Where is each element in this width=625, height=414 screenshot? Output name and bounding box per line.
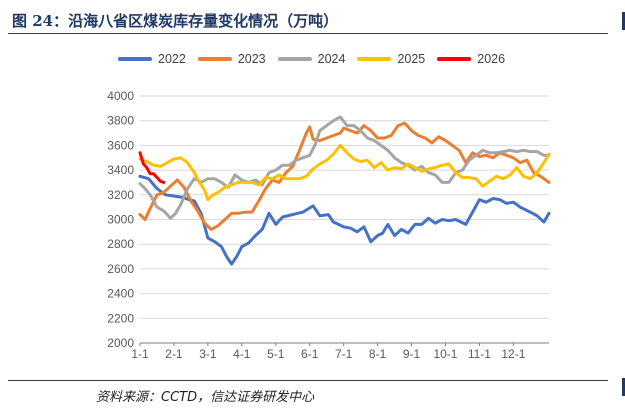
series-line-2026: [138, 151, 166, 184]
x-tick-label: 3-1: [199, 347, 217, 361]
x-tick-label: 12-1: [501, 347, 525, 361]
legend-swatch: [197, 57, 232, 61]
page-edge-marker: [622, 12, 625, 30]
y-tick-label: 3800: [107, 114, 134, 128]
y-tick-label: 3600: [107, 138, 134, 152]
legend-label: 2024: [317, 52, 346, 66]
series-line-2025: [138, 143, 551, 202]
legend-label: 2023: [237, 52, 266, 66]
legend-label: 2025: [397, 52, 426, 66]
legend-item-2026: 2026: [437, 52, 505, 66]
x-tick-label: 5-1: [267, 347, 285, 361]
y-tick-label: 2200: [107, 311, 134, 325]
x-tick-label: 6-1: [301, 347, 319, 361]
title-divider: [8, 33, 608, 34]
y-tick-label: 4000: [107, 89, 134, 103]
x-tick-label: 2-1: [165, 347, 183, 361]
series-line-2022: [138, 174, 551, 266]
x-tick-label: 8-1: [369, 347, 387, 361]
legend-swatch: [437, 57, 472, 61]
legend-item-2023: 2023: [197, 52, 266, 66]
x-tick-label: 10-1: [433, 347, 457, 361]
legend-swatch: [118, 57, 152, 61]
y-tick-label: 2400: [107, 287, 134, 301]
source-divider: [8, 380, 608, 381]
page-edge-marker-bottom: [622, 378, 625, 396]
legend-item-2022: 2022: [118, 52, 186, 66]
y-tick-label: 3200: [107, 188, 134, 202]
x-tick-label: 4-1: [233, 347, 251, 361]
legend-swatch: [357, 57, 392, 61]
legend-item-2025: 2025: [357, 52, 425, 66]
y-tick-label: 2600: [107, 262, 134, 276]
source-note: 资料来源：CCTD，信达证券研发中心: [96, 390, 315, 405]
y-tick-label: 2000: [107, 336, 134, 350]
x-tick-label: 1-1: [131, 347, 149, 361]
x-tick-label: 7-1: [335, 347, 353, 361]
x-tick-label: 9-1: [403, 347, 421, 361]
y-tick-label: 3000: [107, 213, 134, 227]
y-tick-label: 3400: [107, 163, 134, 177]
y-tick-label: 2800: [107, 237, 134, 251]
series-line-2024: [138, 115, 551, 220]
legend-swatch: [277, 57, 312, 61]
legend-label: 2026: [477, 52, 506, 66]
figure-title: 图 24：沿海八省区煤炭库存量变化情况（万吨）: [12, 12, 339, 30]
legend-item-2024: 2024: [277, 52, 346, 66]
legend-label: 2022: [158, 52, 186, 66]
x-tick-label: 11-1: [468, 347, 491, 361]
chart-legend: 2022 2023 2024 2025 2026: [118, 52, 505, 66]
